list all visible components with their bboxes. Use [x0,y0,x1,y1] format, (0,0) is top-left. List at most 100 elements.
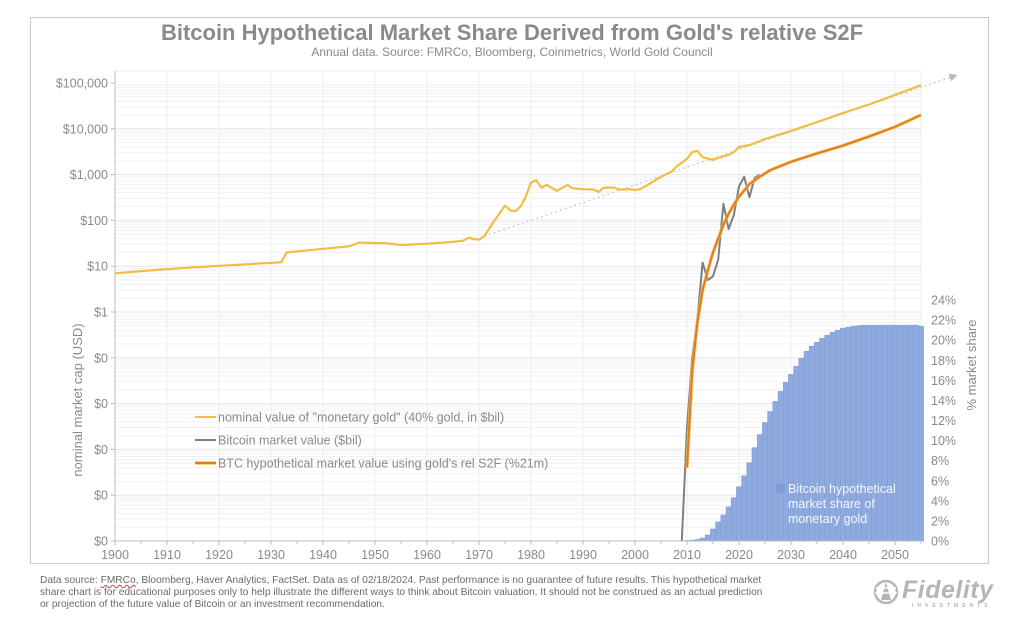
y-tick-label: $0 [94,489,108,503]
y-tick-label: $0 [94,397,108,411]
x-tick-label: 1950 [361,548,389,562]
x-tick-label: 2030 [777,548,805,562]
y-tick-label: $10 [87,260,108,274]
bar [725,506,732,542]
y-tick-label: $1,000 [70,168,108,182]
bar [751,447,758,542]
bar [730,497,737,542]
legend-label: Bitcoin market value ($bil) [218,434,362,448]
bar [912,324,919,542]
bar [756,434,763,542]
bar [767,411,774,542]
legend-item-bitcoin: Bitcoin market value ($bil) [195,434,362,448]
bar [777,391,784,542]
x-tick-label: 1910 [153,548,181,562]
y2-axis-title: % market share [964,319,979,410]
x-tick-label: 1970 [465,548,493,562]
footer-text: Data source: [40,575,101,586]
chart-subtitle: Annual data. Source: FMRCo, Bloomberg, C… [311,45,712,59]
bar [918,325,924,542]
legend-item-btc-hypothetical: BTC hypothetical market value using gold… [195,457,548,471]
bar [746,462,753,542]
chart-title: Bitcoin Hypothetical Market Share Derive… [161,20,863,45]
x-tick-label: 1940 [309,548,337,562]
bar-legend-label: Bitcoin hypothetical [788,482,896,496]
x-axis-ticks: 1900 1910 1920 1930 1940 1950 1960 1970 1980 1990… [101,548,909,562]
bar [902,324,909,542]
footer-source-fmrco: FMRCo [100,575,136,586]
logo-wordmark: Fidelity [902,576,994,604]
y2-axis-ticks: 0% 2% 4% 6% 8% 10% 12% 14% 16% 18% 20% 22% 24% [931,294,956,549]
bar [876,324,883,542]
bar [720,514,727,542]
bar [710,528,716,542]
logo-subtext: INVESTMENTS [912,603,992,609]
y2-tick-label: 24% [931,294,956,308]
fidelity-logo: Fidelity INVESTMENTS [872,576,1022,612]
bar [762,422,768,542]
bar [886,324,893,542]
x-tick-label: 1990 [569,548,597,562]
legend-item-gold: nominal value of "monetary gold" (40% go… [195,411,504,425]
bar-legend-label: market share of [788,497,875,511]
axes [111,71,922,545]
legend-swatch-bar [776,484,785,493]
btc-hypothetical-line [686,114,922,468]
x-tick-label: 1920 [205,548,233,562]
y-tick-label: $0 [94,351,108,365]
y-tick-label: $10,000 [63,122,108,136]
bar [907,324,914,542]
y-tick-label: $100 [80,214,108,228]
y2-tick-label: 12% [931,414,956,428]
bar [736,486,742,542]
bar [881,324,888,542]
bar [715,521,722,542]
x-tick-label: 2000 [621,548,649,562]
y-tick-label: $100,000 [56,77,108,91]
gold-line [114,84,922,275]
x-tick-label: 2040 [829,548,857,562]
y2-tick-label: 8% [931,454,949,468]
bar [772,401,779,542]
bar [892,324,898,542]
y2-tick-label: 2% [931,514,949,528]
y-axis-title: nominal market cap (USD) [70,323,85,476]
x-tick-label: 2050 [881,548,909,562]
footer-text: or projection of the future value of Bit… [40,599,385,610]
bar-series [684,324,924,542]
x-tick-label: 1900 [101,548,129,562]
y2-tick-label: 14% [931,394,956,408]
bar [741,475,748,542]
footer-text: share chart is for educational purposes … [40,587,763,598]
y2-tick-label: 0% [931,535,949,549]
trend-arrow-icon [948,73,958,82]
x-tick-label: 2010 [673,548,701,562]
line-series [114,84,922,542]
bar [704,534,711,542]
legend-label: BTC hypothetical market value using gold… [218,457,548,471]
bar [897,324,904,542]
x-tick-label: 1980 [517,548,545,562]
y2-tick-label: 22% [931,314,956,328]
fidelity-pyramid-icon [873,579,899,604]
y-tick-label: $1 [94,306,108,320]
y2-tick-label: 18% [931,354,956,368]
y-tick-label: $0 [94,535,108,549]
y2-tick-label: 4% [931,494,949,508]
legend: nominal value of "monetary gold" (40% go… [195,411,548,471]
y2-tick-label: 6% [931,474,949,488]
x-tick-label: 2020 [725,548,753,562]
y2-tick-label: 10% [931,434,956,448]
bar-legend-label: monetary gold [788,512,867,526]
y2-tick-label: 16% [931,374,956,388]
footer-text: , Bloomberg, Haver Analytics, FactSet. D… [135,575,762,586]
legend-label: nominal value of "monetary gold" (40% go… [218,411,504,425]
y-tick-label: $0 [94,443,108,457]
y2-tick-label: 20% [931,334,956,348]
footer-disclaimer: Data source: FMRCo, Bloomberg, Haver Ana… [40,575,840,611]
y-axis-ticks: $100,000 $10,000 $1,000 $100 $10 $1 $0 $0 $0 $0 $0 [56,77,108,549]
x-tick-label: 1960 [413,548,441,562]
x-tick-label: 1930 [257,548,285,562]
